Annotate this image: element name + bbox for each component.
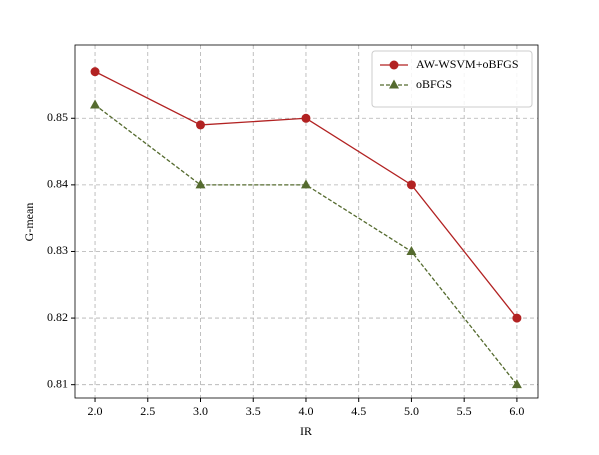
point (90, 67, 100, 77)
legend-label: oBFGS (416, 77, 452, 91)
legend-frame (371, 50, 533, 108)
x-tick-label: 3.0 (193, 404, 208, 418)
x-tick-label: 6.0 (509, 404, 524, 418)
y-tick-label: 0.83 (47, 243, 68, 257)
point (511, 379, 522, 389)
x-tick-label: 3.5 (246, 404, 261, 418)
point (406, 180, 416, 190)
x-tick-label: 5.0 (404, 404, 419, 418)
y-tick-label: 0.84 (47, 177, 68, 191)
legend-label: AW-WSVM+oBFGS (416, 57, 519, 71)
x-tick-label: 2.0 (88, 404, 103, 418)
point (195, 179, 206, 189)
point (300, 179, 311, 189)
y-tick-label: 0.81 (47, 376, 68, 390)
x-tick-label: 2.5 (140, 404, 155, 418)
plot-frame (74, 44, 539, 399)
legend-marker (389, 79, 399, 89)
point (196, 120, 206, 130)
legend-marker (389, 60, 399, 70)
x-axis-label: IR (300, 424, 312, 438)
x-tick-label: 5.5 (457, 404, 472, 418)
x-tick-label: 4.0 (298, 404, 313, 418)
point (90, 99, 101, 109)
point (301, 113, 311, 123)
point (406, 245, 417, 255)
y-tick-label: 0.85 (47, 110, 68, 124)
x-tick-label: 4.5 (351, 404, 366, 418)
y-axis-label: G-mean (22, 203, 36, 242)
point (512, 313, 522, 323)
y-tick-label: 0.82 (47, 310, 68, 324)
